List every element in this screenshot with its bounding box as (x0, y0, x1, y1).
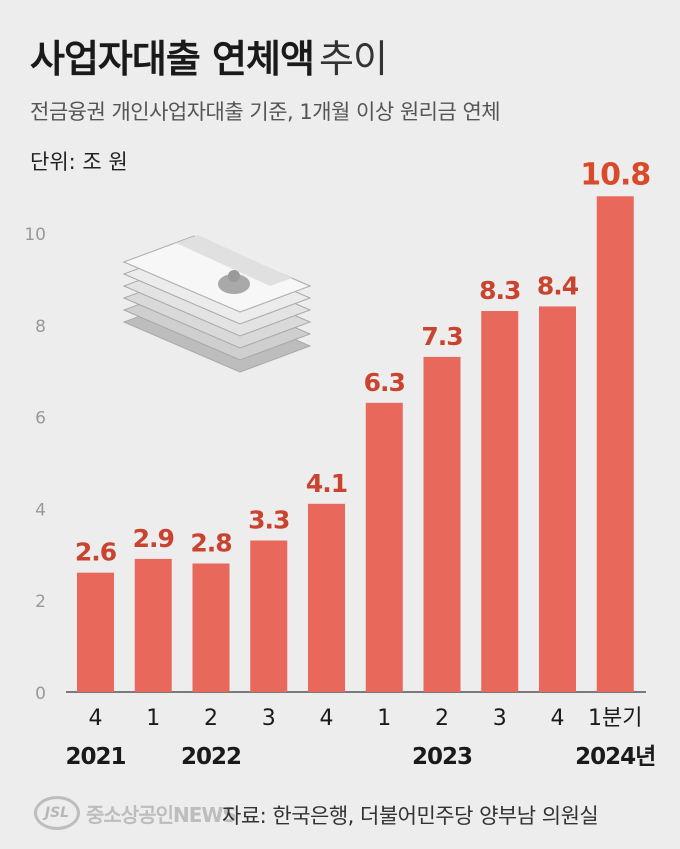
chart-subtitle: 전금융권 개인사업자대출 기준, 1개월 이상 원리금 연체 (30, 100, 501, 124)
data-label: 2.9 (133, 524, 174, 553)
bar (192, 563, 230, 692)
year-label: 2022 (181, 744, 241, 770)
bar (365, 402, 403, 692)
data-label: 7.3 (421, 322, 462, 351)
x-tick-label: 1 (377, 706, 391, 731)
x-tick-label: 2 (204, 706, 218, 731)
bar (596, 196, 634, 692)
source-note: 자료: 한국은행, 더불어민주당 양부남 의원실 (222, 804, 599, 828)
x-tick-label: 4 (320, 706, 334, 731)
y-tick-label: 6 (35, 409, 46, 429)
data-label: 2.8 (190, 528, 231, 557)
money-portrait (218, 274, 250, 294)
bar (250, 540, 288, 692)
y-tick-label: 4 (35, 500, 46, 520)
money-band (176, 235, 292, 286)
watermark-logo-icon: JSL (34, 796, 80, 830)
bar (308, 503, 345, 692)
data-label: 3.3 (248, 506, 289, 535)
data-label: 8.4 (537, 271, 579, 300)
year-label: 2023 (412, 744, 472, 770)
money-bill-top (122, 235, 312, 313)
year-label: 2021 (65, 744, 125, 770)
title-bold: 사업자대출 연체액 (30, 37, 315, 81)
watermark-text: 중소상공인NEWS (86, 802, 237, 827)
y-tick-label: 10 (24, 225, 46, 245)
x-tick-label: 4 (89, 706, 103, 731)
bar (423, 356, 461, 692)
money-portrait-head (228, 270, 240, 282)
x-tick-label: 1분기 (588, 706, 642, 731)
x-tick-label: 4 (551, 706, 565, 731)
bar (77, 572, 114, 692)
data-label: 6.3 (364, 368, 405, 397)
x-tick-label: 3 (262, 706, 276, 731)
money-stack-icon (122, 235, 312, 373)
x-tick-label: 1 (146, 706, 160, 731)
year-label: 2024년 (575, 744, 655, 770)
watermark: JSL 중소상공인NEWS (34, 796, 237, 830)
bar (481, 311, 519, 692)
chart-title: 사업자대출 연체액 추이 (30, 28, 388, 83)
data-label: 8.3 (479, 276, 520, 305)
y-tick-label: 0 (35, 684, 46, 704)
data-label: 10.8 (580, 157, 650, 192)
x-tick-label: 2 (435, 706, 449, 731)
data-label: 4.1 (306, 469, 347, 498)
x-tick-label: 3 (493, 706, 507, 731)
data-label: 2.6 (75, 538, 117, 567)
title-light: 추이 (319, 37, 388, 81)
y-tick-label: 8 (35, 317, 46, 337)
bar (539, 306, 576, 692)
unit-label: 단위: 조 원 (30, 150, 128, 174)
y-tick-label: 2 (35, 592, 46, 612)
bar (134, 558, 172, 692)
